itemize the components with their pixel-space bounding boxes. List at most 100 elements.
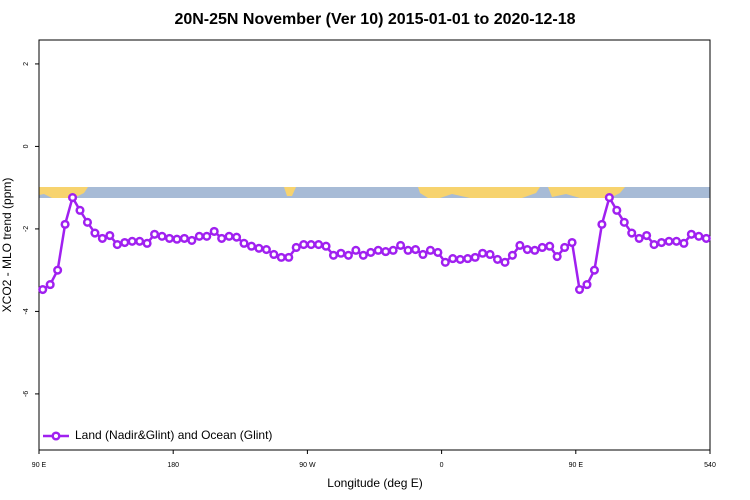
data-point bbox=[284, 252, 294, 262]
data-point bbox=[60, 219, 70, 229]
data-point bbox=[448, 254, 458, 264]
data-point bbox=[53, 265, 63, 275]
y-axis-label: XCO2 - MLO trend (ppm) bbox=[0, 178, 14, 313]
data-point bbox=[68, 193, 78, 203]
data-point bbox=[686, 229, 696, 239]
data-point bbox=[254, 243, 264, 253]
data-point bbox=[463, 254, 473, 264]
data-point bbox=[336, 248, 346, 258]
data-point bbox=[560, 242, 570, 253]
data-point bbox=[135, 236, 145, 246]
data-point bbox=[75, 205, 85, 215]
data-point bbox=[373, 245, 383, 255]
data-point bbox=[642, 230, 652, 241]
x-tick-label: 0 bbox=[440, 462, 444, 469]
data-point bbox=[343, 250, 353, 260]
data-point bbox=[694, 231, 704, 241]
data-point bbox=[619, 217, 629, 227]
data-point bbox=[582, 280, 592, 290]
data-point bbox=[537, 242, 547, 253]
data-point bbox=[232, 232, 242, 242]
data-point bbox=[276, 252, 286, 262]
data-point bbox=[82, 217, 93, 227]
data-point bbox=[45, 280, 55, 290]
data-point bbox=[492, 254, 503, 264]
y-tick-label: 0 bbox=[23, 144, 30, 148]
y-tick-label: -6 bbox=[23, 391, 30, 397]
data-point bbox=[217, 233, 227, 243]
data-point bbox=[351, 245, 361, 255]
data-point bbox=[150, 229, 160, 239]
data-point bbox=[403, 245, 413, 255]
data-point bbox=[38, 284, 48, 295]
data-point bbox=[656, 237, 667, 248]
data-point bbox=[634, 233, 644, 243]
data-point bbox=[314, 240, 324, 250]
data-point bbox=[97, 233, 107, 243]
data-point bbox=[224, 231, 234, 241]
data-point bbox=[157, 231, 167, 241]
data-point bbox=[396, 240, 406, 250]
data-point bbox=[120, 237, 130, 248]
data-point bbox=[530, 245, 540, 255]
data-point bbox=[246, 241, 257, 251]
x-tick-label: 180 bbox=[167, 462, 179, 469]
data-point bbox=[388, 245, 398, 255]
data-point bbox=[321, 241, 331, 251]
data-point bbox=[142, 238, 152, 248]
data-point bbox=[522, 244, 532, 255]
data-point bbox=[179, 233, 189, 243]
data-point bbox=[112, 240, 122, 250]
data-point bbox=[679, 238, 689, 248]
data-point bbox=[269, 249, 279, 260]
data-point bbox=[604, 193, 614, 203]
x-tick-label: 90 E bbox=[32, 462, 47, 469]
y-tick-label: -4 bbox=[23, 308, 30, 314]
data-point bbox=[291, 242, 301, 253]
data-point bbox=[545, 241, 555, 251]
data-point bbox=[478, 248, 488, 258]
data-point bbox=[507, 250, 517, 260]
data-point bbox=[306, 240, 316, 250]
data-point bbox=[425, 245, 435, 255]
data-point bbox=[664, 236, 674, 246]
data-point bbox=[90, 228, 100, 238]
data-point bbox=[105, 230, 115, 241]
data-point bbox=[597, 219, 607, 229]
data-point bbox=[127, 236, 137, 246]
data-point bbox=[612, 205, 622, 215]
y-tick-label: 2 bbox=[23, 62, 30, 66]
x-tick-label: 90 E bbox=[569, 462, 584, 469]
data-point bbox=[261, 244, 271, 255]
legend-marker bbox=[51, 431, 61, 441]
data-point bbox=[194, 231, 204, 241]
data-point bbox=[455, 254, 465, 264]
data-point bbox=[649, 240, 659, 250]
y-tick-label: -2 bbox=[23, 226, 30, 232]
data-point bbox=[470, 252, 480, 262]
data-point bbox=[366, 247, 376, 257]
data-point bbox=[328, 250, 339, 260]
plot-frame bbox=[38, 39, 711, 451]
legend-label: Land (Nadir&Glint) and Ocean (Glint) bbox=[75, 428, 272, 442]
data-point bbox=[239, 238, 249, 248]
data-point bbox=[358, 250, 368, 260]
x-axis-label: Longitude (deg E) bbox=[327, 476, 422, 490]
data-point bbox=[202, 231, 212, 241]
data-point bbox=[515, 240, 525, 250]
data-point bbox=[574, 284, 585, 295]
x-tick-label: 90 W bbox=[299, 462, 316, 469]
data-point bbox=[299, 240, 309, 250]
data-point bbox=[500, 257, 510, 267]
data-point bbox=[418, 249, 428, 260]
data-point bbox=[410, 244, 421, 255]
data-point bbox=[485, 249, 495, 260]
data-point bbox=[627, 228, 637, 238]
data-point bbox=[552, 251, 562, 262]
data-point bbox=[589, 265, 599, 275]
x-tick-label: 540 bbox=[704, 462, 716, 469]
data-point bbox=[209, 226, 219, 236]
data-point bbox=[164, 233, 175, 243]
data-point bbox=[433, 247, 443, 257]
